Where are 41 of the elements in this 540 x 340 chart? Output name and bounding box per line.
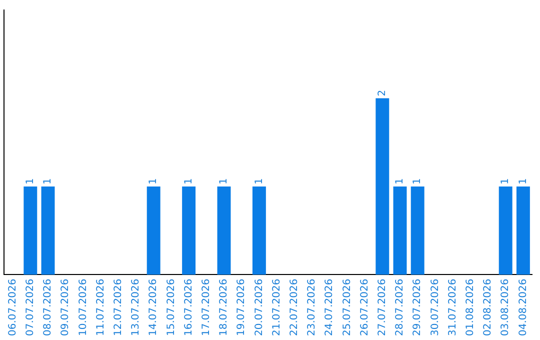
x-tick-label: 22.07.2026 — [288, 278, 300, 336]
data-label: 1 — [183, 178, 194, 184]
x-tick-label: 23.07.2026 — [306, 278, 318, 336]
x-tick-label: 02.08.2026 — [482, 278, 494, 336]
x-tick-label: 10.07.2026 — [78, 278, 89, 336]
data-label: 1 — [42, 178, 54, 184]
data-label: 1 — [500, 178, 512, 184]
data-label: 1 — [412, 178, 424, 184]
x-tick-label: 20.07.2026 — [254, 278, 265, 336]
x-tick-label: 13.07.2026 — [130, 278, 142, 336]
x-tick-label: 06.07.2026 — [7, 278, 18, 336]
x-tick-label: 03.08.2026 — [500, 278, 512, 336]
x-tick-label: 28.07.2026 — [394, 278, 406, 336]
x-tick-label: 26.07.2026 — [359, 278, 370, 336]
data-label: 2 — [376, 90, 388, 96]
x-tick-label: 31.07.2026 — [447, 278, 458, 336]
x-tick-label: 14.07.2026 — [148, 278, 160, 336]
data-label: 1 — [148, 178, 160, 184]
x-tick-label: 01.08.2026 — [464, 278, 476, 336]
x-tick-label: 18.07.2026 — [218, 278, 230, 336]
x-tick-label: 04.08.2026 — [518, 278, 529, 336]
x-tick-label: 15.07.2026 — [166, 278, 177, 336]
x-tick-label: 21.07.2026 — [271, 278, 282, 336]
data-label: 1 — [24, 178, 36, 184]
x-tick-label: 07.07.2026 — [24, 278, 36, 336]
x-tick-label: 29.07.2026 — [412, 278, 424, 336]
x-tick-label: 19.07.2026 — [236, 278, 248, 336]
x-tick-label: 30.07.2026 — [430, 278, 441, 336]
x-tick-label: 16.07.2026 — [183, 278, 194, 336]
x-tick-label: 24.07.2026 — [324, 278, 336, 336]
data-label: 1 — [394, 178, 406, 184]
data-label: 1 — [218, 178, 230, 184]
x-tick-label: 09.07.2026 — [60, 278, 72, 336]
data-label: 1 — [518, 178, 529, 184]
x-tick-label: 17.07.2026 — [200, 278, 212, 336]
x-tick-label: 12.07.2026 — [112, 278, 124, 336]
x-tick-label: 11.07.2026 — [95, 278, 106, 336]
x-tick-label: 27.07.2026 — [376, 278, 388, 336]
x-tick-label: 08.07.2026 — [42, 278, 54, 336]
data-label: 1 — [254, 178, 265, 184]
x-tick-label: 25.07.2026 — [342, 278, 353, 336]
